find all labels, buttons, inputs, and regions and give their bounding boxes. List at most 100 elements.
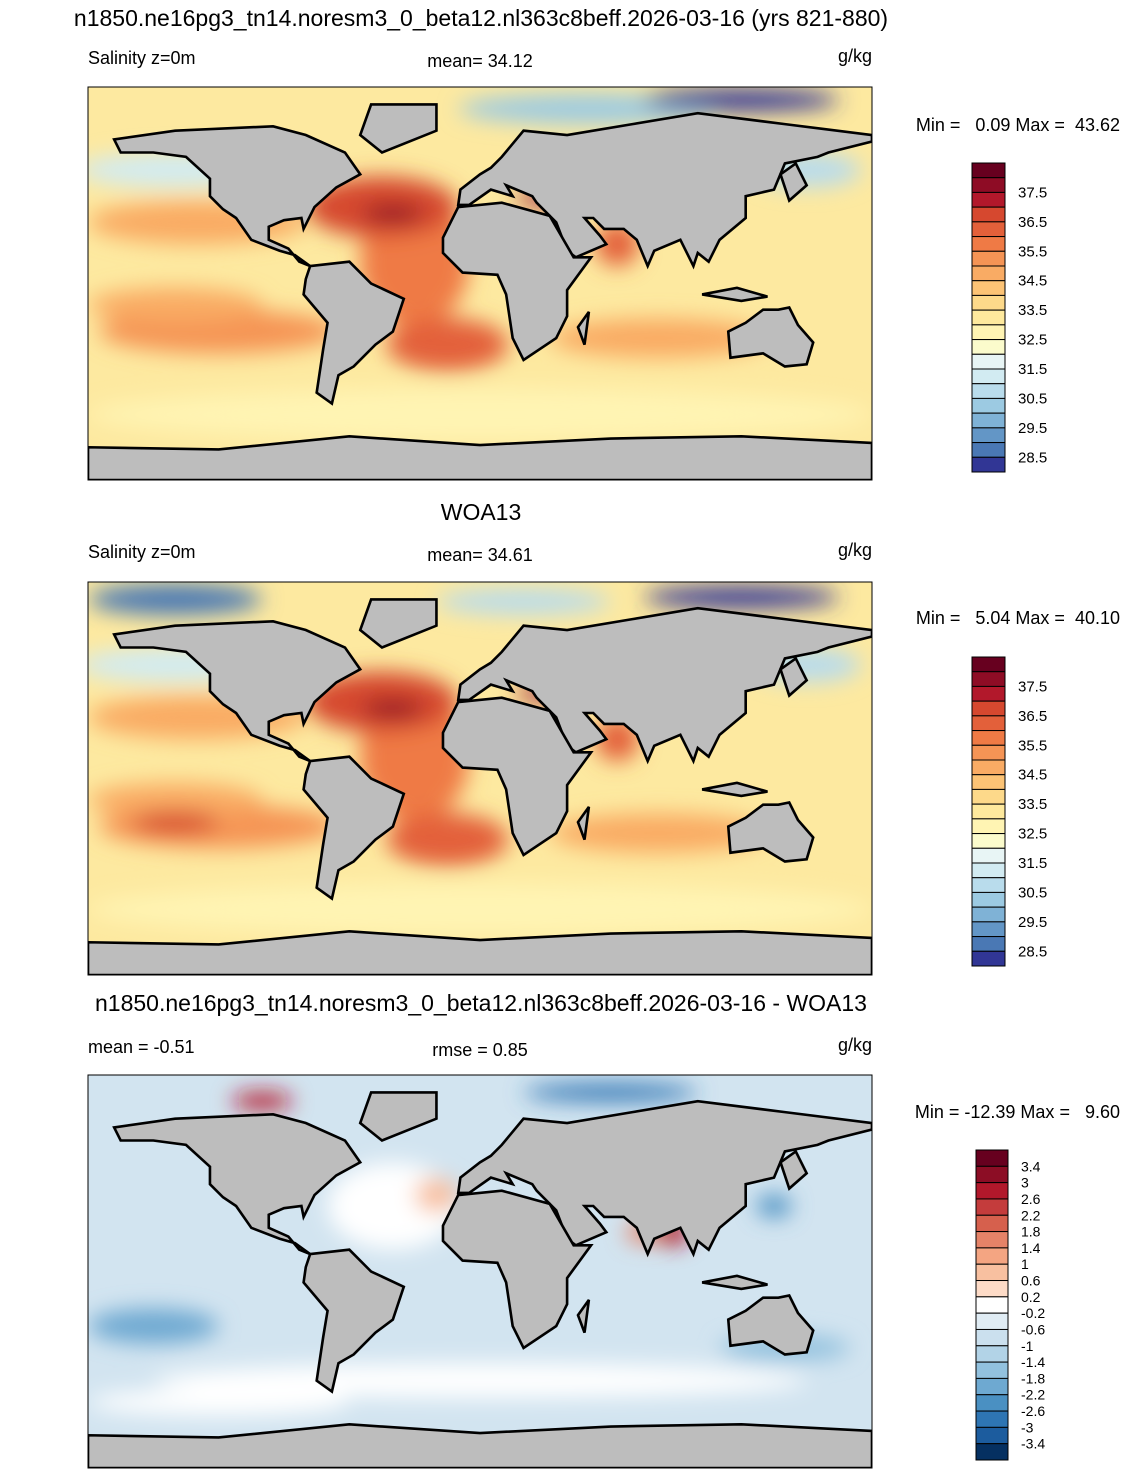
colorbar-box	[971, 877, 1006, 893]
colorbar-box	[971, 191, 1006, 208]
colorbar-label: 30.5	[1018, 884, 1047, 901]
colorbar-box	[975, 1312, 1009, 1330]
colorbar-box	[975, 1280, 1009, 1298]
colorbar-box	[971, 921, 1006, 938]
colorbar-label: 0.2	[1021, 1289, 1041, 1305]
field-contour	[362, 204, 424, 223]
colorbar-box	[971, 862, 1006, 879]
field-contour	[362, 699, 424, 718]
colorbar-box	[975, 1410, 1009, 1428]
colorbar-label: -1	[1021, 1338, 1034, 1354]
map-frame	[87, 1074, 873, 1469]
colorbar-box	[971, 236, 1006, 252]
colorbar-box	[975, 1149, 1009, 1167]
colorbar-box	[971, 803, 1006, 820]
panel-title: n1850.ne16pg3_tn14.noresm3_0_beta12.nl36…	[95, 990, 867, 1016]
field-contour	[88, 1389, 350, 1416]
field-contour	[643, 586, 840, 609]
panel-units: g/kg	[838, 540, 872, 560]
colorbar-box	[971, 265, 1006, 282]
field-contour	[549, 813, 768, 853]
field-contour	[756, 1195, 792, 1217]
field-contour	[643, 89, 840, 112]
field-contour	[231, 1092, 293, 1110]
colorbar-label: 33.5	[1018, 302, 1047, 319]
colorbar-box	[971, 324, 1006, 341]
colorbar-box	[975, 1377, 1009, 1396]
min-max: Min = 0.09 Max = 43.62	[916, 115, 1120, 135]
colorbar-label: -1.4	[1021, 1354, 1045, 1370]
colorbar-label: 33.5	[1018, 796, 1047, 813]
colorbar-box	[971, 788, 1006, 805]
colorbar-label: 32.5	[1018, 826, 1047, 843]
panel-title: WOA13	[441, 499, 522, 525]
colorbar-box	[975, 1214, 1009, 1233]
colorbar-label: -2.2	[1021, 1387, 1045, 1403]
panel-units: g/kg	[838, 1035, 872, 1055]
field-contour	[386, 813, 509, 866]
panel-center-label: mean= 34.61	[427, 545, 533, 565]
map	[88, 1075, 872, 1468]
field-contour	[88, 584, 263, 615]
min-max: Min = 5.04 Max = 40.10	[916, 608, 1120, 628]
field-contour	[386, 318, 509, 371]
colorbar-box	[971, 759, 1006, 776]
colorbar-label: 3.4	[1021, 1158, 1041, 1174]
colorbar-box	[971, 818, 1006, 835]
field-contour	[523, 1083, 698, 1102]
colorbar-box	[971, 730, 1006, 746]
field-contour	[88, 782, 263, 818]
colorbar-label: 35.5	[1018, 243, 1047, 260]
colorbar-label: 1.4	[1021, 1240, 1041, 1256]
colorbar-box	[971, 412, 1006, 429]
colorbar-label: -3.4	[1021, 1436, 1045, 1452]
map-frame	[87, 86, 873, 481]
colorbar-box	[971, 833, 1006, 849]
colorbar-box	[971, 774, 1006, 790]
field-contour	[88, 287, 263, 323]
colorbar-box	[971, 442, 1006, 458]
map	[88, 582, 872, 975]
colorbar-label: 31.5	[1018, 855, 1047, 872]
field-contour	[88, 388, 872, 441]
colorbar-label: 37.5	[1018, 678, 1047, 695]
colorbar-box	[971, 368, 1006, 385]
colorbar-box	[975, 1165, 1009, 1184]
colorbar-box	[971, 206, 1006, 223]
colorbar-label: 37.5	[1018, 184, 1047, 201]
colorbar-label: 0.6	[1021, 1273, 1041, 1289]
colorbar-label: 3	[1021, 1175, 1029, 1191]
colorbar-box	[971, 221, 1006, 238]
colorbar-box	[975, 1182, 1009, 1200]
colorbar-box	[971, 309, 1006, 326]
panel-left-label: Salinity z=0m	[88, 48, 196, 68]
field	[88, 584, 872, 975]
field-contour	[88, 1308, 219, 1344]
colorbar-box	[975, 1426, 1009, 1445]
panel-left-label: Salinity z=0m	[88, 542, 196, 562]
panel-left-label: mean = -0.51	[88, 1037, 195, 1057]
colorbar-box	[971, 383, 1006, 399]
field-contour	[414, 1177, 459, 1213]
field	[88, 1083, 872, 1468]
colorbar-box	[975, 1328, 1009, 1347]
colorbar-label: 1.8	[1021, 1224, 1041, 1240]
map	[88, 87, 872, 480]
colorbar-label: 2.2	[1021, 1207, 1041, 1223]
colorbar-label: 28.5	[1018, 449, 1047, 466]
colorbar-box	[971, 397, 1006, 414]
field	[88, 89, 872, 480]
colorbar-box	[975, 1198, 1009, 1216]
colorbar-box	[971, 656, 1006, 673]
colorbar-box	[971, 671, 1006, 687]
colorbar-box	[971, 250, 1006, 267]
colorbar-label: -0.2	[1021, 1305, 1045, 1321]
map-frame	[87, 581, 873, 976]
panel-title: n1850.ne16pg3_tn14.noresm3_0_beta12.nl36…	[74, 5, 888, 31]
colorbar-label: 29.5	[1018, 914, 1047, 931]
panel-units: g/kg	[838, 46, 872, 66]
field-contour	[436, 588, 611, 615]
panel-center-label: mean= 34.12	[427, 51, 533, 71]
colorbar-label: 32.5	[1018, 332, 1047, 349]
